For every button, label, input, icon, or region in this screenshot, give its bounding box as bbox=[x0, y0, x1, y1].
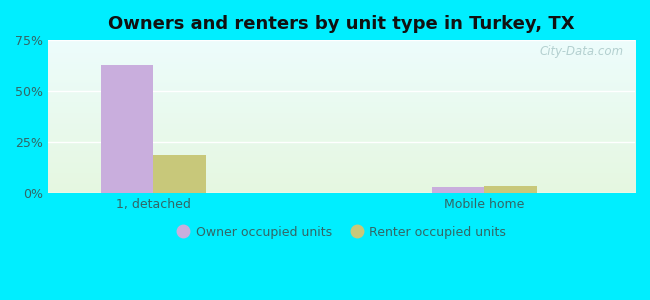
Bar bbox=[101, 64, 153, 194]
Bar bbox=[153, 154, 206, 194]
Bar bbox=[484, 186, 537, 194]
Text: City-Data.com: City-Data.com bbox=[539, 45, 623, 58]
Title: Owners and renters by unit type in Turkey, TX: Owners and renters by unit type in Turke… bbox=[108, 15, 575, 33]
Bar bbox=[432, 187, 484, 194]
Legend: Owner occupied units, Renter occupied units: Owner occupied units, Renter occupied un… bbox=[172, 221, 511, 244]
